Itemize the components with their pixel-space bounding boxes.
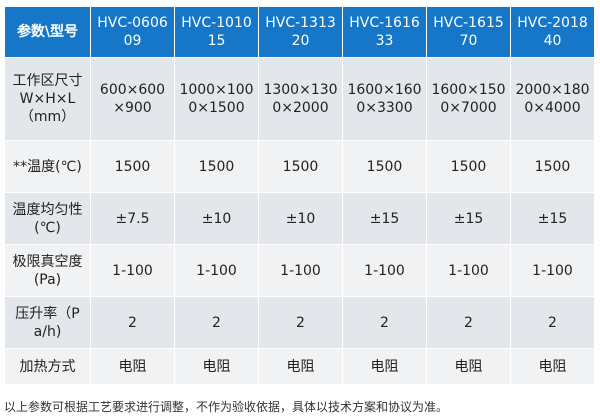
footnote: 以上参数可根据工艺要求进行调整，不作为验收依据，具体以技术方案和协议为准。 [4,400,449,414]
table-row: 加热方式 电阻 电阻 电阻 电阻 电阻 电阻 [4,348,595,385]
table-cell: ±10 [258,192,343,245]
table-cell: ±15 [342,192,427,245]
table-cell: 1-100 [342,244,427,297]
model-header: HVC-131320 [258,6,343,58]
table-cell: 2 [258,296,343,349]
table-cell: 2 [510,296,595,349]
table-cell: 1600×1600×3300 [342,57,427,141]
table-cell: 1500 [510,140,595,193]
table-cell: 1500 [174,140,259,193]
model-header: HVC-161570 [426,6,511,58]
table-cell: 1-100 [258,244,343,297]
table-cell: 2 [426,296,511,349]
corner-header: 参数\型号 [4,6,91,58]
table-row: **温度(℃) 1500 1500 1500 1500 1500 1500 [4,140,595,193]
table-cell: 1500 [342,140,427,193]
table-cell: 电阻 [258,348,343,385]
table-cell: 1000×1000×1500 [174,57,259,141]
table-cell: ±10 [174,192,259,245]
spec-table: 参数\型号 HVC-060609 HVC-101015 HVC-131320 H… [4,6,595,385]
table-cell: 600×600×900 [90,57,175,141]
table-cell: 2 [342,296,427,349]
model-header: HVC-101015 [174,6,259,58]
table-cell: 电阻 [510,348,595,385]
table-cell: 1600×1500×7000 [426,57,511,141]
table-cell: 1500 [258,140,343,193]
row-label: 工作区尺寸W×H×L（mm） [4,57,91,141]
table-cell: 2000×1800×4000 [510,57,595,141]
row-label: 加热方式 [4,348,91,385]
header-row: 参数\型号 HVC-060609 HVC-101015 HVC-131320 H… [4,6,595,58]
table-cell: ±15 [510,192,595,245]
table-cell: 2 [90,296,175,349]
table-cell: 1-100 [426,244,511,297]
table-row: 温度均匀性(℃) ±7.5 ±10 ±10 ±15 ±15 ±15 [4,192,595,245]
table-cell: 2 [174,296,259,349]
table-cell: 1-100 [174,244,259,297]
table-cell: 1300×1300×2000 [258,57,343,141]
row-label: 温度均匀性(℃) [4,192,91,245]
table-cell: 电阻 [426,348,511,385]
table-row: 工作区尺寸W×H×L（mm） 600×600×900 1000×1000×150… [4,57,595,141]
row-label: 压升率（Pa/h) [4,296,91,349]
table-cell: 1-100 [510,244,595,297]
table-cell: ±7.5 [90,192,175,245]
table-row: 压升率（Pa/h) 2 2 2 2 2 2 [4,296,595,349]
table-cell: 1500 [90,140,175,193]
model-header: HVC-161633 [342,6,427,58]
table-cell: 电阻 [342,348,427,385]
table-row: 极限真空度(Pa) 1-100 1-100 1-100 1-100 1-100 … [4,244,595,297]
table-cell: ±15 [426,192,511,245]
row-label: 极限真空度(Pa) [4,244,91,297]
table-cell: 电阻 [90,348,175,385]
row-label: **温度(℃) [4,140,91,193]
model-header: HVC-201840 [510,6,595,58]
table-cell: 1-100 [90,244,175,297]
model-header: HVC-060609 [90,6,175,58]
table-cell: 1500 [426,140,511,193]
table-cell: 电阻 [174,348,259,385]
